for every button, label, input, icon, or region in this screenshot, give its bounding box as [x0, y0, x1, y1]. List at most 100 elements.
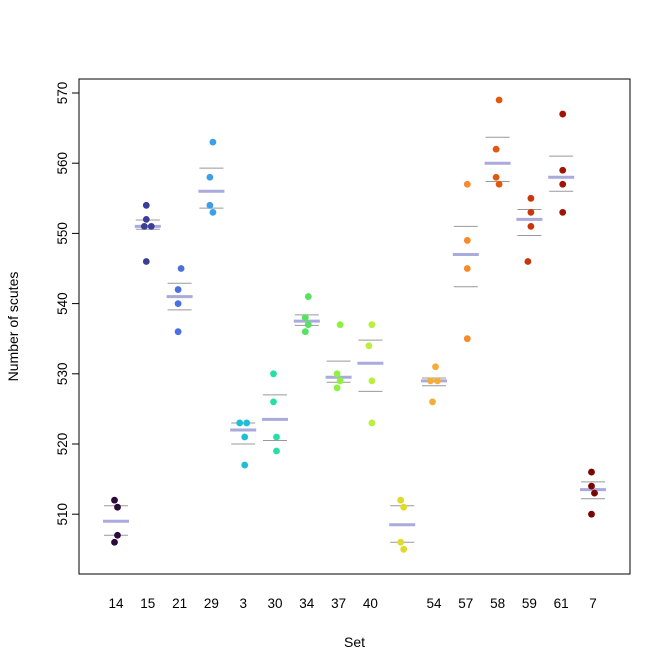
- x-tick-label: 29: [204, 596, 219, 611]
- data-point: [397, 496, 405, 504]
- group-58: [484, 96, 511, 188]
- data-point: [142, 201, 150, 209]
- y-axis-title: Number of scutes: [5, 272, 21, 382]
- data-point: [527, 194, 535, 202]
- group-57: [452, 180, 479, 343]
- data-point: [206, 201, 214, 209]
- data-point: [559, 110, 567, 118]
- data-point: [368, 321, 376, 329]
- y-tick-label: 570: [55, 82, 70, 105]
- x-tick-label: 37: [331, 596, 346, 611]
- data-point: [140, 222, 148, 230]
- data-point: [588, 468, 595, 476]
- data-point: [400, 503, 408, 511]
- data-point: [559, 180, 567, 188]
- data-point: [365, 342, 373, 350]
- x-tick-label: 34: [299, 596, 315, 611]
- data-point: [111, 496, 118, 504]
- data-point: [114, 503, 121, 511]
- data-point: [301, 328, 309, 336]
- data-point: [463, 335, 471, 343]
- y-axis: 510 520 530 540 550 560 570: [55, 82, 79, 526]
- data-point: [209, 138, 217, 146]
- group-7: [580, 468, 606, 518]
- data-point: [241, 461, 249, 469]
- x-tick-label: 30: [267, 596, 282, 611]
- data-point: [463, 265, 471, 272]
- data-point: [429, 398, 436, 406]
- x-tick-label: 3: [239, 596, 247, 611]
- data-point: [495, 180, 503, 188]
- x-axis-title: Set: [344, 634, 365, 650]
- data-point: [492, 145, 500, 153]
- data-point: [333, 370, 341, 378]
- data-point: [368, 419, 376, 427]
- data-point: [427, 377, 434, 385]
- data-point: [301, 314, 309, 322]
- data-point: [400, 545, 408, 553]
- data-point: [336, 377, 344, 385]
- data-point: [174, 300, 182, 307]
- data-point: [174, 328, 182, 336]
- x-tick-label: 21: [172, 596, 187, 611]
- group-61: [548, 110, 575, 216]
- group-54: [421, 363, 447, 406]
- group-30: [262, 370, 288, 455]
- data-point: [142, 258, 150, 265]
- data-point: [524, 258, 532, 265]
- data-point: [588, 510, 595, 518]
- data-point: [588, 482, 595, 490]
- data-point: [463, 180, 471, 188]
- data-point: [463, 237, 471, 244]
- x-tick-label: 40: [363, 596, 378, 611]
- data-point: [273, 433, 280, 441]
- group-21: [166, 265, 193, 336]
- group-37: [325, 321, 352, 392]
- plot-marks: [103, 96, 606, 553]
- data-point: [333, 384, 341, 392]
- data-point: [591, 489, 598, 497]
- data-point: [434, 377, 441, 385]
- x-tick-label: 15: [140, 596, 155, 611]
- x-tick-label: 58: [490, 596, 505, 611]
- y-tick-label: 520: [55, 433, 70, 456]
- data-point: [368, 377, 376, 385]
- group-3: [230, 419, 257, 469]
- data-point: [397, 538, 405, 546]
- group-14: [103, 496, 129, 546]
- data-point: [495, 96, 503, 104]
- data-point: [432, 363, 439, 371]
- x-tick-label: 54: [426, 596, 442, 611]
- x-tick-label: 7: [589, 596, 597, 611]
- data-point: [147, 222, 155, 230]
- group-unlabeled: [389, 496, 416, 553]
- group-40: [357, 321, 384, 427]
- y-tick-label: 560: [55, 152, 70, 175]
- data-point: [243, 419, 251, 427]
- plot-frame: [78, 78, 631, 575]
- data-point: [174, 286, 182, 293]
- group-15: [134, 201, 161, 265]
- data-point: [111, 538, 118, 546]
- data-point: [527, 208, 535, 216]
- data-point: [206, 173, 214, 181]
- data-point: [209, 208, 217, 216]
- data-point: [304, 293, 312, 300]
- data-point: [336, 321, 344, 329]
- y-tick-label: 510: [55, 503, 70, 526]
- data-point: [559, 208, 567, 216]
- x-axis: 14 15 21 29 3 30 34 37 40 54 57 58 59 61 7: [108, 596, 596, 611]
- data-point: [142, 215, 150, 223]
- data-point: [273, 447, 280, 455]
- group-59: [516, 194, 543, 265]
- data-point: [177, 265, 185, 272]
- data-point: [241, 433, 249, 441]
- data-point: [236, 419, 244, 427]
- x-tick-label: 14: [108, 596, 124, 611]
- data-point: [270, 370, 277, 378]
- data-point: [114, 531, 121, 539]
- x-tick-label: 57: [458, 596, 473, 611]
- data-point: [559, 166, 567, 174]
- y-tick-label: 530: [55, 363, 70, 386]
